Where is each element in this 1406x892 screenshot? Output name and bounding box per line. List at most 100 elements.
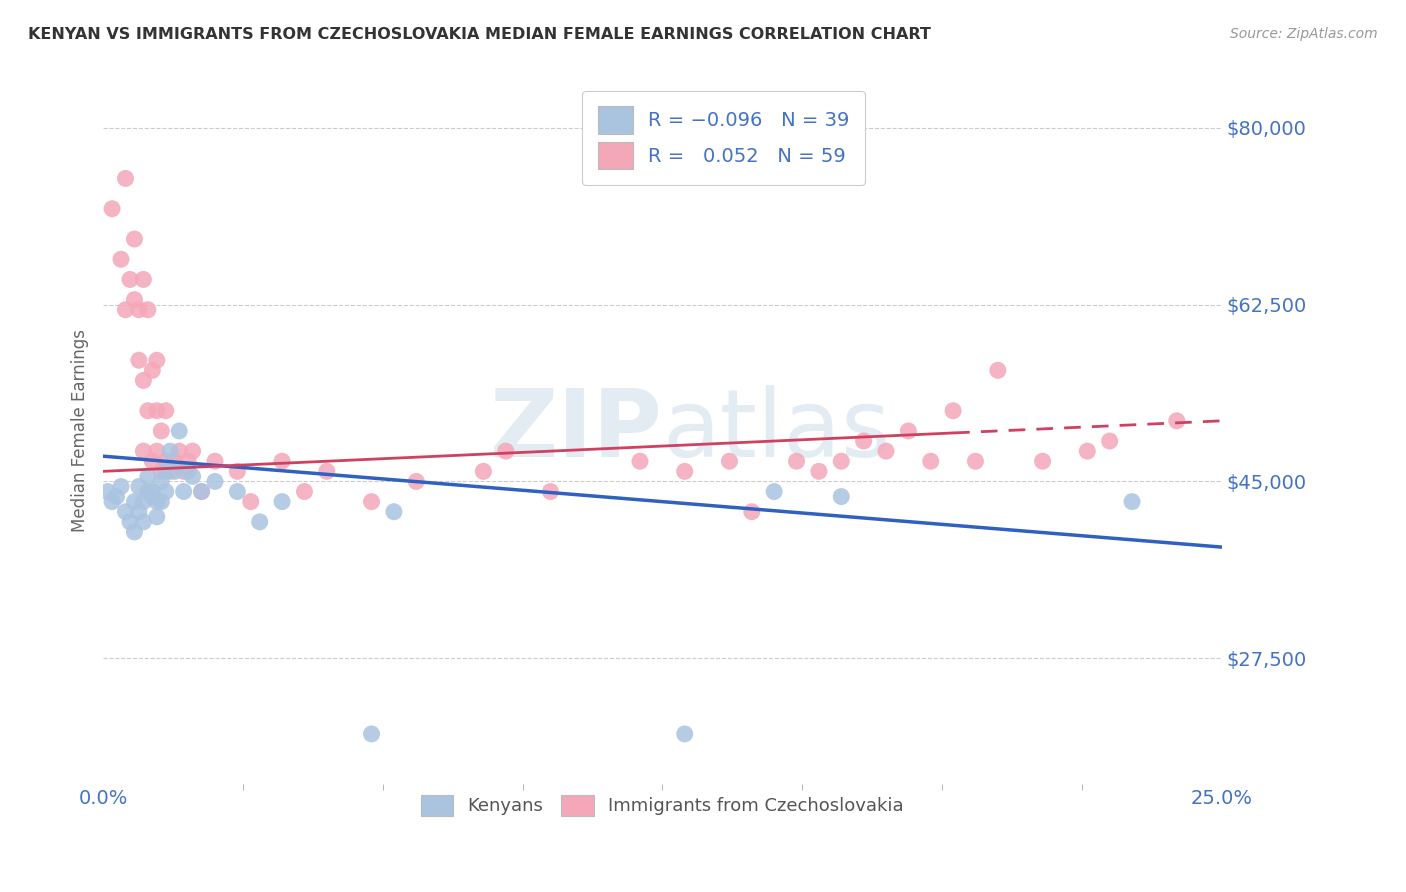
- Point: [177, 464, 200, 478]
- Point: [114, 505, 136, 519]
- Point: [294, 484, 316, 499]
- Point: [114, 302, 136, 317]
- Point: [155, 403, 177, 417]
- Point: [830, 454, 852, 468]
- Point: [1076, 444, 1098, 458]
- Point: [155, 454, 177, 468]
- Point: [1098, 434, 1121, 448]
- Point: [124, 232, 146, 246]
- Point: [830, 490, 852, 504]
- Point: [965, 454, 987, 468]
- Point: [155, 464, 177, 478]
- Point: [132, 373, 155, 387]
- Point: [540, 484, 562, 499]
- Point: [360, 494, 382, 508]
- Point: [141, 454, 163, 468]
- Point: [786, 454, 808, 468]
- Point: [673, 727, 696, 741]
- Point: [97, 484, 120, 499]
- Point: [132, 444, 155, 458]
- Point: [167, 444, 190, 458]
- Point: [204, 454, 226, 468]
- Text: atlas: atlas: [662, 385, 890, 477]
- Point: [1121, 494, 1143, 508]
- Point: [118, 272, 141, 286]
- Point: [315, 464, 337, 478]
- Point: [190, 484, 212, 499]
- Legend: Kenyans, Immigrants from Czechoslovakia: Kenyans, Immigrants from Czechoslovakia: [412, 786, 912, 825]
- Point: [167, 424, 190, 438]
- Point: [128, 505, 150, 519]
- Point: [141, 363, 163, 377]
- Point: [360, 727, 382, 741]
- Point: [942, 403, 965, 417]
- Point: [105, 490, 128, 504]
- Point: [128, 353, 150, 368]
- Point: [101, 202, 124, 216]
- Point: [181, 444, 204, 458]
- Point: [124, 494, 146, 508]
- Point: [271, 454, 294, 468]
- Text: KENYAN VS IMMIGRANTS FROM CZECHOSLOVAKIA MEDIAN FEMALE EARNINGS CORRELATION CHAR: KENYAN VS IMMIGRANTS FROM CZECHOSLOVAKIA…: [28, 27, 931, 42]
- Point: [181, 469, 204, 483]
- Point: [763, 484, 786, 499]
- Point: [124, 524, 146, 539]
- Point: [271, 494, 294, 508]
- Point: [132, 515, 155, 529]
- Point: [177, 454, 200, 468]
- Point: [136, 403, 159, 417]
- Point: [101, 494, 124, 508]
- Point: [495, 444, 517, 458]
- Point: [226, 464, 249, 478]
- Point: [159, 464, 181, 478]
- Point: [146, 403, 169, 417]
- Point: [1166, 414, 1188, 428]
- Text: Source: ZipAtlas.com: Source: ZipAtlas.com: [1230, 27, 1378, 41]
- Point: [628, 454, 651, 468]
- Point: [136, 484, 159, 499]
- Point: [118, 515, 141, 529]
- Point: [136, 469, 159, 483]
- Point: [159, 444, 181, 458]
- Point: [852, 434, 875, 448]
- Point: [146, 494, 169, 508]
- Point: [114, 171, 136, 186]
- Point: [132, 494, 155, 508]
- Point: [146, 509, 169, 524]
- Point: [124, 293, 146, 307]
- Point: [1032, 454, 1054, 468]
- Point: [239, 494, 262, 508]
- Point: [741, 505, 763, 519]
- Point: [226, 484, 249, 499]
- Point: [920, 454, 942, 468]
- Point: [897, 424, 920, 438]
- Point: [718, 454, 741, 468]
- Point: [173, 484, 195, 499]
- Point: [141, 484, 163, 499]
- Text: ZIP: ZIP: [489, 385, 662, 477]
- Point: [150, 424, 173, 438]
- Point: [987, 363, 1010, 377]
- Point: [249, 515, 271, 529]
- Point: [163, 454, 186, 468]
- Point: [141, 490, 163, 504]
- Point: [472, 464, 495, 478]
- Point: [110, 479, 132, 493]
- Point: [146, 444, 169, 458]
- Point: [173, 464, 195, 478]
- Point: [807, 464, 830, 478]
- Point: [875, 444, 897, 458]
- Point: [150, 475, 173, 489]
- Point: [150, 464, 173, 478]
- Point: [382, 505, 405, 519]
- Point: [150, 494, 173, 508]
- Point: [146, 353, 169, 368]
- Point: [673, 464, 696, 478]
- Point: [155, 484, 177, 499]
- Point: [136, 302, 159, 317]
- Point: [190, 484, 212, 499]
- Point: [128, 302, 150, 317]
- Point: [163, 464, 186, 478]
- Point: [132, 272, 155, 286]
- Point: [405, 475, 427, 489]
